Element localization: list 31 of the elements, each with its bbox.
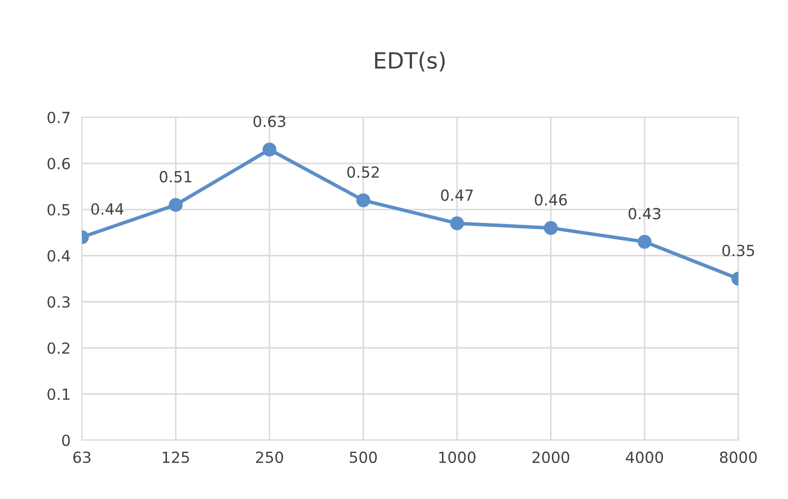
x-tick-label: 125 <box>162 452 189 464</box>
point <box>450 216 464 230</box>
y-tick-label: 0.1 <box>48 388 70 400</box>
data-label: 0.51 <box>160 170 192 182</box>
x-tick-label: 1000 <box>439 452 476 464</box>
x-tick-label: 250 <box>256 452 284 464</box>
data-label: 0.44 <box>91 203 124 215</box>
point <box>638 234 652 249</box>
x-tick-label: 8000 <box>720 452 757 464</box>
point <box>356 193 370 208</box>
y-tick-label: 0.6 <box>48 158 70 170</box>
data-label: 0.46 <box>534 194 567 206</box>
x-tick-label: 4000 <box>626 452 664 464</box>
x-tick-label: 2000 <box>532 452 570 464</box>
data-label: 0.47 <box>441 189 473 201</box>
x-tick-label: 500 <box>350 452 377 464</box>
point <box>544 221 558 235</box>
y-tick-label: 0.3 <box>48 296 70 308</box>
y-tick-label: 0.4 <box>48 250 70 262</box>
data-label: 0.43 <box>628 208 660 220</box>
y-tick-label: 0.2 <box>48 342 70 354</box>
x-tick-label: 63 <box>73 452 90 464</box>
data-label: 0.35 <box>722 244 754 256</box>
data-label: 0.63 <box>253 116 286 128</box>
data-label: 0.52 <box>347 166 379 178</box>
y-tick-label: 0 <box>62 434 70 446</box>
point <box>262 142 276 156</box>
y-tick-label: 0.5 <box>48 204 70 216</box>
y-tick-label: 0.7 <box>48 112 70 124</box>
chart-title: EDT(s) <box>375 52 445 72</box>
point <box>168 198 183 212</box>
